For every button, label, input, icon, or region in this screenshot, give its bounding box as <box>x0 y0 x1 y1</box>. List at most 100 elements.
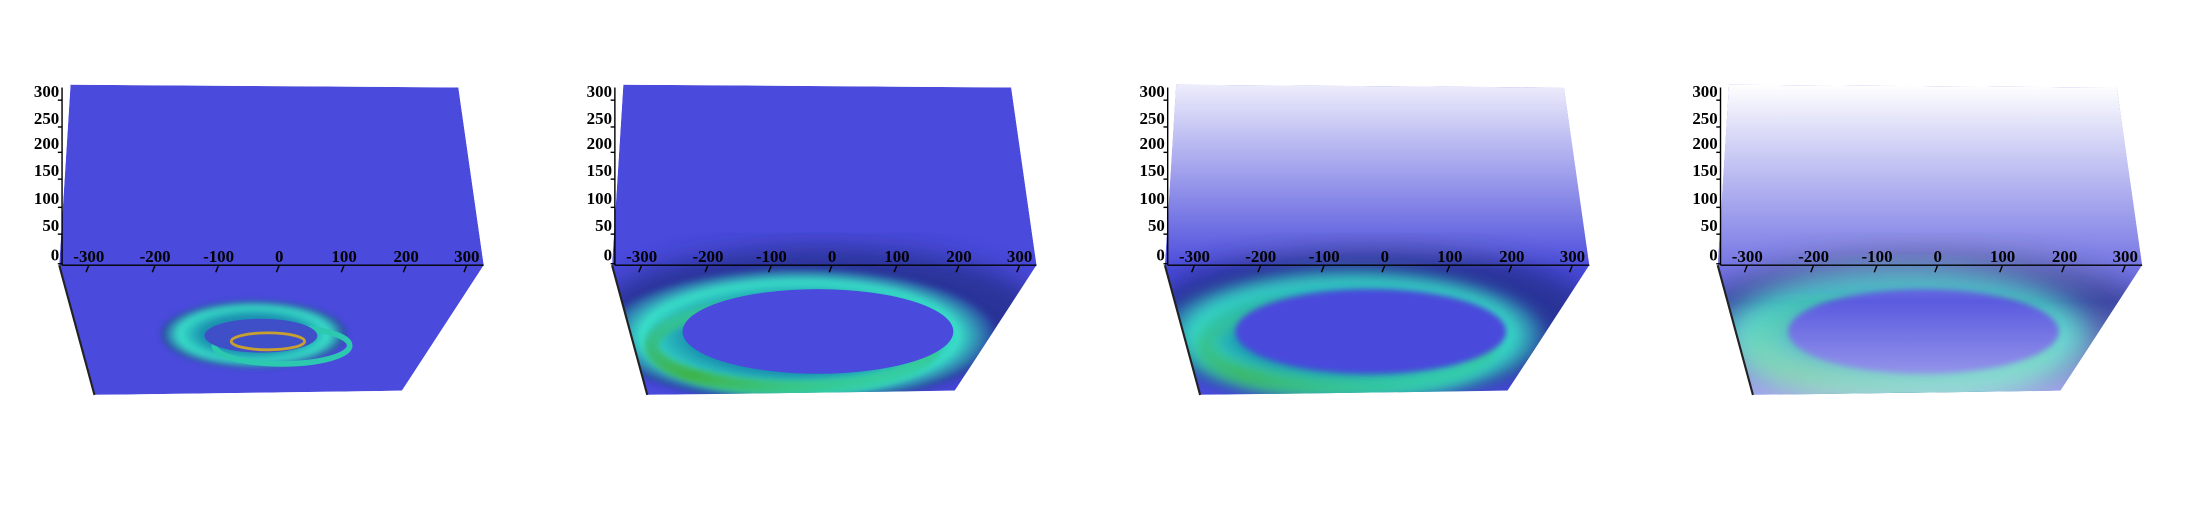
eye <box>682 289 954 374</box>
y-tick-label: 250 <box>1692 109 1717 128</box>
x-tick-label: 100 <box>1990 247 2015 266</box>
y-tick-label: 100 <box>1140 189 1165 208</box>
x-tick-label: -200 <box>1245 247 1276 266</box>
x-tick-label: -200 <box>140 247 171 266</box>
volume <box>1164 84 1590 395</box>
x-tick <box>2061 264 2066 273</box>
x-tick-label: -300 <box>1732 247 1763 266</box>
x-tick-label: 0 <box>275 247 283 266</box>
x-tick <box>340 264 345 273</box>
y-tick-label: 150 <box>1140 161 1165 180</box>
edge <box>58 264 96 396</box>
edge <box>1716 264 1754 396</box>
x-tick-label: 200 <box>1499 247 1524 266</box>
x-tick <box>1320 264 1325 273</box>
x-tick <box>1446 264 1451 273</box>
x-tick-label: 0 <box>828 247 836 266</box>
x-tick-label: -100 <box>1862 247 1893 266</box>
y-tick-label: 250 <box>1140 109 1165 128</box>
y-tick-label: 150 <box>587 161 612 180</box>
y-tick-label: 50 <box>1701 216 1718 235</box>
y-tick-label: 50 <box>42 216 59 235</box>
x-tick <box>1191 264 1196 273</box>
x-tick-label: 200 <box>946 247 971 266</box>
y-tick-label: 0 <box>51 246 59 265</box>
x-tick <box>215 264 220 273</box>
x-tick <box>1381 264 1386 273</box>
x-tick <box>955 264 960 273</box>
x-tick <box>1873 264 1878 273</box>
x-tick <box>151 264 156 273</box>
x-tick <box>1934 264 1939 273</box>
x-tick-label: 200 <box>2052 247 2077 266</box>
y-tick-label: 200 <box>587 134 612 153</box>
x-tick <box>1743 264 1748 273</box>
y-tick-label: 50 <box>595 216 612 235</box>
render-panel: 0 50 100 150 200 250 300 -300 -200 -100 0 100 200 300 <box>34 82 484 396</box>
render-panel: 0 50 100 150 200 250 300 -300 -200 -100 0 100 200 300 <box>587 82 1037 396</box>
y-tick-label: 200 <box>1692 134 1717 153</box>
x-tick <box>2121 264 2126 273</box>
volume <box>59 84 484 395</box>
x-tick-label: 200 <box>393 247 418 266</box>
x-tick <box>638 264 643 273</box>
fade <box>1717 84 2143 395</box>
x-tick <box>704 264 709 273</box>
x-tick-label: -100 <box>1309 247 1340 266</box>
x-tick-label: -300 <box>626 247 657 266</box>
x-tick-label: -300 <box>1179 247 1210 266</box>
volume <box>1717 84 2143 395</box>
y-tick-label: 0 <box>604 246 612 265</box>
x-tick-label: 300 <box>1007 247 1032 266</box>
y-tick-label: 300 <box>587 82 612 101</box>
x-tick <box>1257 264 1262 273</box>
x-tick-label: 100 <box>331 247 356 266</box>
y-tick-label: 250 <box>34 109 59 128</box>
y-tick-label: 0 <box>1709 246 1717 265</box>
x-tick-label: -300 <box>73 247 104 266</box>
y-tick-label: 100 <box>34 189 59 208</box>
x-tick <box>1508 264 1513 273</box>
y-tick-label: 250 <box>587 109 612 128</box>
x-tick-label: 0 <box>1933 247 1941 266</box>
x-tick <box>1568 264 1574 273</box>
y-tick-label: 200 <box>34 134 59 153</box>
y-tick-label: 50 <box>1148 216 1165 235</box>
y-tick-label: 300 <box>34 82 59 101</box>
x-tick-label: 100 <box>1437 247 1462 266</box>
x-tick <box>402 264 407 273</box>
y-tick-label: 100 <box>587 189 612 208</box>
swirl-core <box>204 318 318 353</box>
y-tick-label: 100 <box>1692 189 1717 208</box>
y-tick-label: 150 <box>34 161 59 180</box>
x-tick-label: 300 <box>2113 247 2138 266</box>
y-tick-label: 150 <box>1692 161 1717 180</box>
y-tick-label: 300 <box>1692 82 1717 101</box>
x-tick-label: -100 <box>203 247 234 266</box>
x-tick-label: 100 <box>884 247 909 266</box>
x-tick-label: 300 <box>1560 247 1585 266</box>
render-panel: 0 50 100 150 200 250 300 -300 -200 -100 0 100 200 300 <box>1692 82 2143 396</box>
x-tick-label: 300 <box>454 247 479 266</box>
y-tick-label: 0 <box>1156 246 1164 265</box>
volume-box <box>59 84 484 395</box>
fade <box>1164 84 1590 395</box>
x-tick <box>893 264 898 273</box>
x-tick <box>463 264 468 273</box>
edge <box>611 264 649 396</box>
edge <box>1163 264 1202 396</box>
x-tick <box>1810 264 1815 273</box>
x-tick <box>275 264 280 273</box>
x-tick <box>1016 264 1021 273</box>
y-tick-label: 200 <box>1140 134 1165 153</box>
x-tick <box>828 264 833 273</box>
x-tick <box>85 264 90 273</box>
x-tick-label: -100 <box>756 247 787 266</box>
x-tick-label: -200 <box>692 247 723 266</box>
x-tick <box>1999 264 2004 273</box>
x-tick-label: 0 <box>1381 247 1389 266</box>
volume <box>612 84 1037 395</box>
y-tick-label: 300 <box>1140 82 1165 101</box>
x-tick <box>767 264 773 273</box>
swirl-ring <box>229 331 307 352</box>
